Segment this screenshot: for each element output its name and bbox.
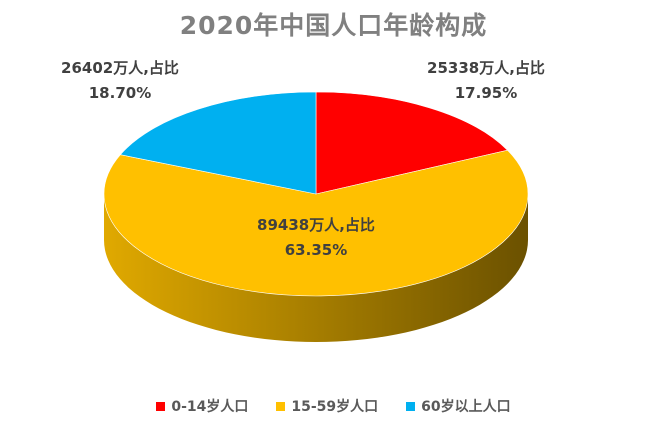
legend-item-0-14: 0-14岁人口 <box>156 396 248 416</box>
legend-swatch-60-plus <box>406 401 416 411</box>
legend-label-15-59: 15-59岁人口 <box>291 399 379 415</box>
slice-60-plus <box>119 91 317 195</box>
legend-item-15-59: 15-59岁人口 <box>276 396 378 416</box>
data-label-0-14-line-2: 17.95% <box>455 84 517 102</box>
data-label-60-plus-line-1: 26402万人,占比 <box>61 59 179 77</box>
data-label-60-plus: 26402万人,占比 18.70% <box>61 59 179 102</box>
slice-15-59 <box>103 149 529 297</box>
legend-item-60-plus: 60岁以上人口 <box>406 396 511 416</box>
legend-label-60-plus: 60岁以上人口 <box>421 399 511 415</box>
data-label-0-14-line-1: 25338万人,占比 <box>427 59 545 77</box>
legend-label-0-14: 0-14岁人口 <box>171 399 249 415</box>
data-label-15-59-line-2: 63.35% <box>285 241 347 259</box>
slice-0-14 <box>315 91 509 195</box>
slice-15-59-side <box>104 194 528 342</box>
data-label-0-14: 25338万人,占比 17.95% <box>427 59 545 102</box>
chart-title: 2020年中国人口年龄构成 <box>179 11 488 40</box>
pie-tops <box>103 91 529 297</box>
data-label-60-plus-line-2: 18.70% <box>89 84 151 102</box>
data-label-15-59: 89438万人,占比 63.35% <box>257 216 375 259</box>
legend-swatch-0-14 <box>156 401 166 411</box>
legend-swatch-15-59 <box>276 401 286 411</box>
pie-sides <box>104 194 528 342</box>
data-label-15-59-line-1: 89438万人,占比 <box>257 216 375 234</box>
legend: 0-14岁人口 15-59岁人口 60岁以上人口 <box>0 396 667 416</box>
